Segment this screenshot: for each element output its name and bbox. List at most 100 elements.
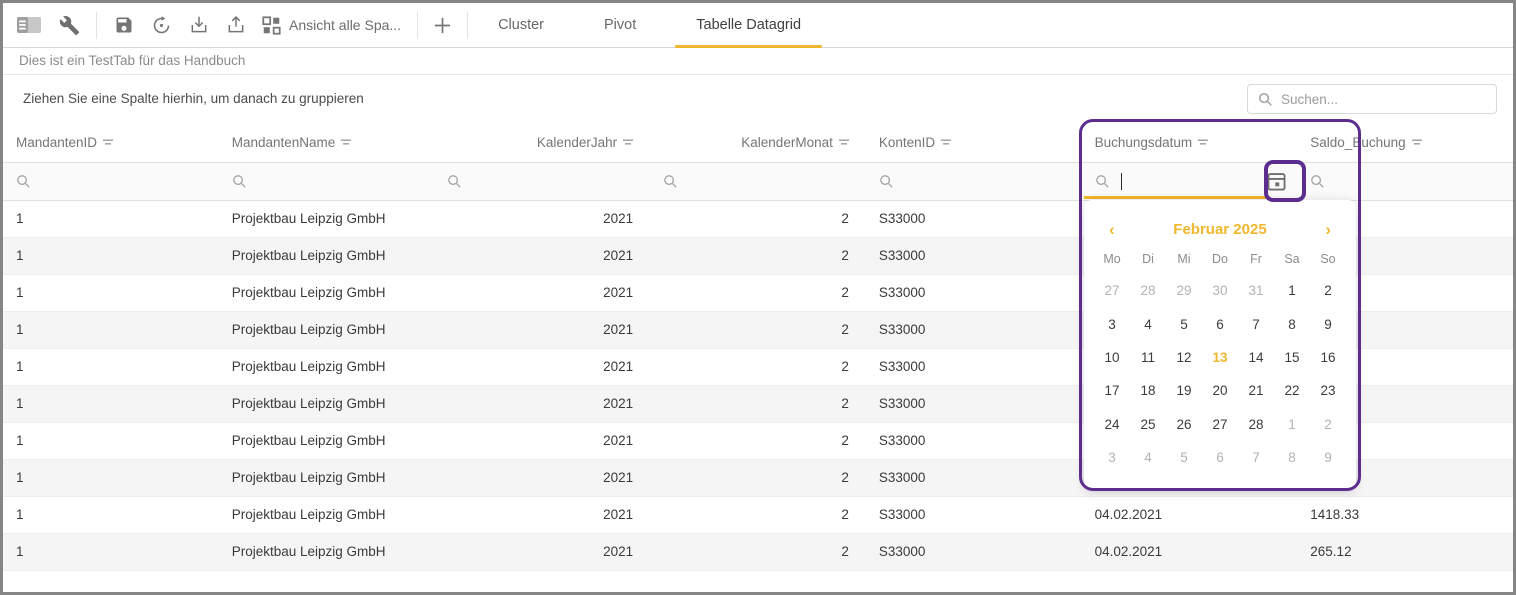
table-cell: 2	[841, 359, 849, 374]
table-row[interactable]: 1 Projektbau Leipzig GmbH 2021 2 S33000 04.02…	[3, 497, 1513, 534]
calendar-day[interactable]: 27	[1212, 416, 1228, 432]
table-row[interactable]: 1 Projektbau Leipzig GmbH 2021 2 S33000 04.02…	[3, 534, 1513, 571]
table-cell: S33000	[878, 507, 926, 522]
calendar-day[interactable]: 26	[1176, 416, 1192, 432]
calendar-day[interactable]: 22	[1284, 383, 1300, 399]
calendar-day[interactable]: 7	[1252, 450, 1260, 466]
column-filter-icon[interactable]	[622, 137, 634, 147]
calendar-day[interactable]: 19	[1176, 383, 1192, 399]
filter-cell-kalendermonat[interactable]	[650, 163, 866, 200]
calendar-month-label[interactable]: Februar 2025	[1173, 220, 1267, 238]
column-filter-icon[interactable]	[1411, 137, 1423, 147]
calendar-day[interactable]: 7	[1252, 316, 1260, 332]
table-cell: 1	[16, 211, 24, 226]
calendar-day[interactable]: 11	[1140, 349, 1155, 365]
search-icon	[1311, 175, 1324, 188]
calendar-day[interactable]: 29	[1176, 283, 1192, 299]
tab-tabelle-datagrid[interactable]: Tabelle Datagrid	[666, 3, 831, 48]
calendar-day[interactable]: 20	[1212, 383, 1228, 399]
column-header-kalenderjahr[interactable]: KalenderJahr	[434, 122, 650, 162]
calendar-day[interactable]: 30	[1212, 283, 1228, 299]
column-header-mandantenname[interactable]: MandantenName	[219, 122, 435, 162]
calendar-day[interactable]: 4	[1144, 316, 1152, 332]
calendar-day[interactable]: 8	[1288, 316, 1296, 332]
calendar-day[interactable]: 18	[1140, 383, 1156, 399]
filter-cell-mandantenname[interactable]	[219, 163, 435, 200]
calendar-day[interactable]: 2	[1324, 283, 1332, 299]
calendar-day[interactable]: 12	[1176, 349, 1192, 365]
column-header-buchungsdatum[interactable]: Buchungsdatum	[1082, 122, 1298, 162]
tab-cluster[interactable]: Cluster	[498, 16, 544, 33]
tab-pivot[interactable]: Pivot	[604, 16, 637, 33]
calendar-day[interactable]: 1	[1288, 416, 1296, 432]
column-header-kalendermonat[interactable]: KalenderMonat	[650, 122, 866, 162]
filter-cell-saldo-buchung[interactable]	[1297, 163, 1513, 200]
column-filter-icon[interactable]	[1197, 137, 1209, 147]
view-all-columns-button[interactable]: Ansicht alle Spa...	[262, 15, 401, 35]
calendar-day[interactable]: 28	[1248, 416, 1264, 432]
calendar-weekday: Do	[1212, 252, 1228, 266]
column-header-mandantenid[interactable]: MandantenID	[3, 122, 219, 162]
calendar-day[interactable]: 14	[1248, 349, 1264, 365]
panel-icon[interactable]	[16, 15, 42, 35]
table-cell: S33000	[878, 470, 926, 485]
calendar-day[interactable]: 24	[1104, 416, 1120, 432]
upload-icon[interactable]	[226, 15, 246, 35]
calendar-day[interactable]: 27	[1104, 283, 1120, 299]
calendar-day[interactable]: 10	[1104, 349, 1120, 365]
calendar-day[interactable]: 6	[1216, 316, 1224, 332]
calendar-day[interactable]: 31	[1248, 283, 1264, 299]
download-icon[interactable]	[189, 15, 209, 35]
column-header-kontenid[interactable]: KontenID	[866, 122, 1082, 162]
filter-cell-mandantenid[interactable]	[3, 163, 219, 200]
group-panel[interactable]: Ziehen Sie eine Spalte hierhin, um danac…	[3, 75, 1513, 122]
calendar-day[interactable]: 16	[1320, 349, 1336, 365]
filter-cell-kontenid[interactable]	[866, 163, 1082, 200]
table-cell: 2021	[603, 396, 634, 411]
calendar-day[interactable]: 25	[1140, 416, 1156, 432]
column-filter-icon[interactable]	[838, 137, 850, 147]
filter-cell-buchungsdatum[interactable]	[1082, 163, 1298, 200]
calendar-day[interactable]: 5	[1180, 450, 1188, 466]
calendar-day[interactable]: 6	[1216, 450, 1224, 466]
calendar-day[interactable]: 8	[1288, 450, 1296, 466]
plus-icon[interactable]	[433, 16, 452, 35]
table-cell: Projektbau Leipzig GmbH	[231, 248, 386, 263]
calendar-day[interactable]: 9	[1324, 450, 1332, 466]
table-cell: Projektbau Leipzig GmbH	[231, 211, 386, 226]
search-box[interactable]	[1247, 84, 1497, 114]
calendar-day-selected[interactable]: 13	[1212, 349, 1228, 365]
calendar-day[interactable]: 5	[1180, 316, 1188, 332]
calendar-day[interactable]: 9	[1324, 316, 1332, 332]
table-cell: Projektbau Leipzig GmbH	[231, 359, 386, 374]
wrench-icon[interactable]	[59, 15, 80, 36]
table-cell: S33000	[878, 248, 926, 263]
column-filter-icon[interactable]	[940, 137, 952, 147]
table-cell: S33000	[878, 359, 926, 374]
calendar-weekdays: Mo Di Mi Do Fr Sa So	[1084, 244, 1356, 274]
calendar-day[interactable]: 2	[1324, 416, 1332, 432]
search-input[interactable]	[1281, 91, 1496, 107]
chevron-right-icon[interactable]: ›	[1325, 219, 1331, 239]
table-cell: Projektbau Leipzig GmbH	[231, 396, 386, 411]
calendar-day[interactable]: 17	[1104, 383, 1120, 399]
calendar-day[interactable]: 4	[1144, 450, 1152, 466]
calendar-day[interactable]: 21	[1248, 383, 1264, 399]
calendar-day[interactable]: 3	[1108, 450, 1116, 466]
chevron-left-icon[interactable]: ‹	[1109, 219, 1115, 239]
calendar-day[interactable]: 1	[1288, 283, 1296, 299]
filter-cell-kalenderjahr[interactable]	[434, 163, 650, 200]
table-cell: 1	[16, 507, 24, 522]
column-filter-icon[interactable]	[340, 137, 352, 147]
calendar-day[interactable]: 3	[1108, 316, 1116, 332]
column-filter-icon[interactable]	[102, 137, 114, 147]
restore-icon[interactable]	[151, 15, 172, 36]
table-cell: 1	[16, 285, 24, 300]
table-cell: 1	[16, 544, 24, 559]
column-header-saldo-buchung[interactable]: Saldo_Buchung	[1297, 122, 1513, 162]
calendar-day[interactable]: 15	[1284, 349, 1300, 365]
calendar-day[interactable]: 28	[1140, 283, 1156, 299]
calendar-button[interactable]	[1265, 170, 1288, 193]
calendar-day[interactable]: 23	[1320, 383, 1336, 399]
save-icon[interactable]	[114, 15, 134, 35]
